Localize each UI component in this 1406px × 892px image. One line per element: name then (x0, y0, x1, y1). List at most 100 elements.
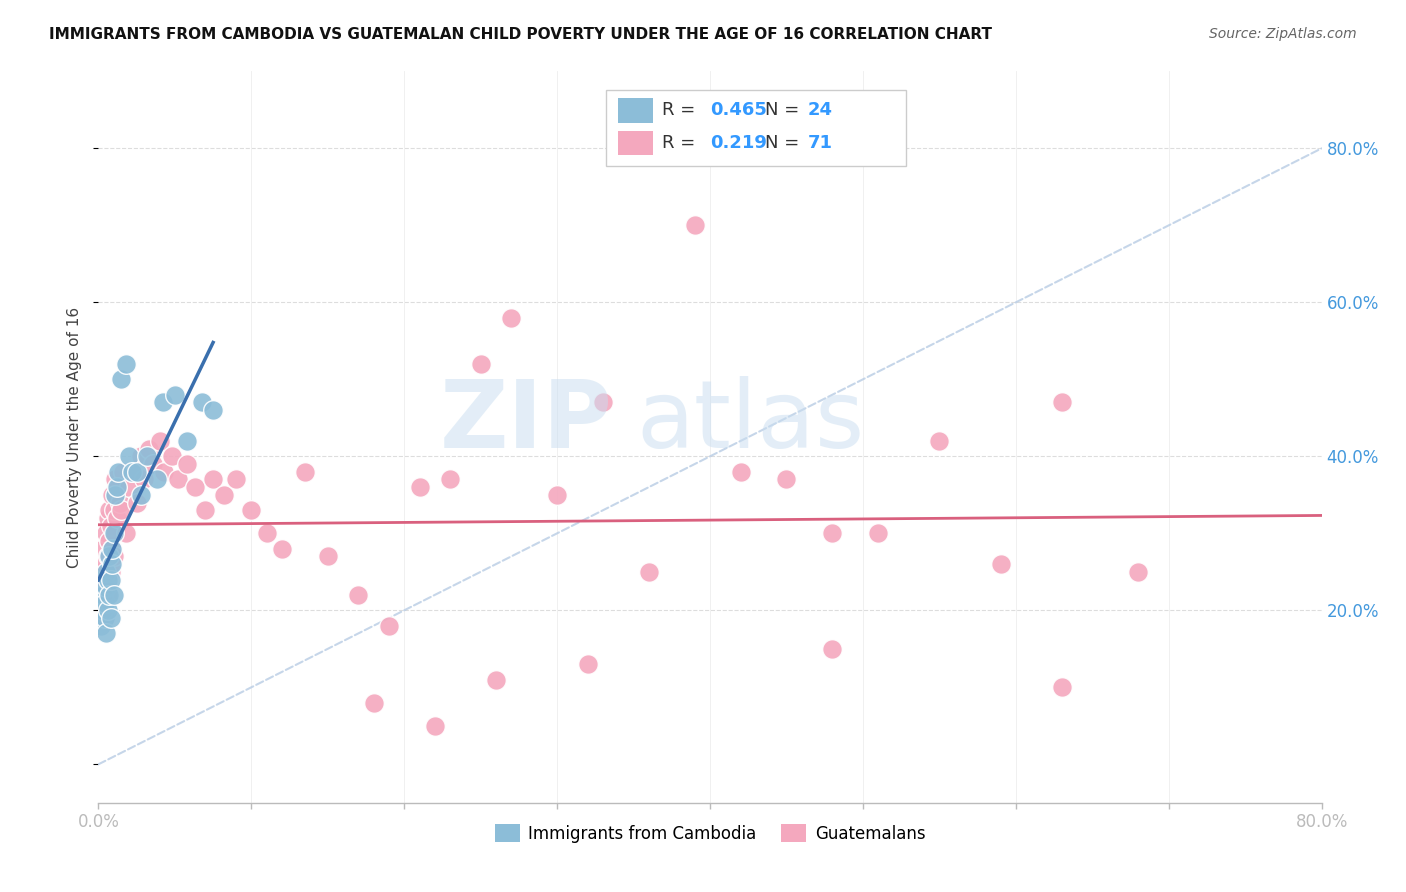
Point (91, 603, 114, 617)
Point (149, 434, 172, 448)
Point (110, 372, 132, 386)
Point (378, 618, 401, 632)
Point (98, 588, 121, 602)
Point (93, 596, 115, 610)
Point (97, 603, 120, 617)
Point (104, 488, 127, 502)
Point (152, 395, 174, 409)
Point (145, 472, 167, 486)
Point (104, 526, 127, 541)
Y-axis label: Child Poverty Under the Age of 16: Child Poverty Under the Age of 16 (67, 307, 83, 567)
Point (240, 503, 263, 517)
Point (108, 495, 131, 509)
Point (91, 541, 114, 556)
Point (990, 557, 1012, 571)
Point (576, 657, 599, 672)
Point (129, 450, 152, 464)
Point (100, 557, 122, 571)
Point (104, 472, 127, 486)
Point (470, 357, 492, 371)
Point (1128, 565, 1150, 579)
Text: IMMIGRANTS FROM CAMBODIA VS GUATEMALAN CHILD POVERTY UNDER THE AGE OF 16 CORRELA: IMMIGRANTS FROM CAMBODIA VS GUATEMALAN C… (49, 27, 993, 42)
Point (103, 526, 125, 541)
Point (94, 626, 117, 640)
Point (202, 472, 225, 486)
Point (118, 450, 141, 464)
Point (637, 565, 661, 579)
Point (101, 488, 124, 502)
Text: 24: 24 (808, 101, 832, 120)
FancyBboxPatch shape (606, 90, 905, 167)
Point (125, 465, 148, 479)
Point (821, 641, 844, 656)
FancyBboxPatch shape (619, 98, 652, 122)
Point (868, 526, 890, 541)
Point (176, 457, 198, 471)
Point (730, 465, 752, 479)
Point (501, 310, 523, 325)
Text: 0.219: 0.219 (710, 134, 766, 152)
Point (97, 588, 120, 602)
Point (1050, 395, 1073, 409)
Point (115, 357, 138, 371)
Point (93, 557, 115, 571)
Point (121, 465, 143, 479)
Point (101, 541, 124, 556)
Point (176, 434, 198, 448)
Text: R =: R = (662, 101, 696, 120)
Point (101, 557, 124, 571)
Point (94, 580, 117, 594)
Point (194, 503, 217, 517)
Point (93, 603, 115, 617)
Point (105, 511, 128, 525)
Point (97, 549, 120, 564)
Point (101, 541, 124, 556)
Point (103, 588, 125, 602)
Point (107, 465, 129, 479)
Point (408, 480, 430, 494)
Point (347, 588, 370, 602)
Point (439, 472, 461, 486)
Point (93, 573, 115, 587)
Point (121, 465, 143, 479)
Point (91, 588, 114, 602)
Point (94, 526, 117, 541)
Point (105, 480, 128, 494)
Point (94, 611, 117, 625)
Point (115, 526, 138, 541)
Point (184, 480, 207, 494)
Point (90, 618, 112, 632)
Text: atlas: atlas (637, 376, 865, 468)
Point (98, 534, 121, 549)
Point (294, 465, 316, 479)
Text: N =: N = (765, 134, 800, 152)
Point (225, 472, 247, 486)
Point (100, 518, 122, 533)
Point (160, 450, 183, 464)
Point (683, 219, 706, 233)
Point (153, 465, 176, 479)
Text: N =: N = (765, 101, 800, 120)
Point (111, 465, 134, 479)
Point (134, 472, 156, 486)
Point (91, 596, 114, 610)
Point (97, 573, 120, 587)
Point (103, 549, 125, 564)
Point (90, 565, 112, 579)
Point (546, 488, 568, 502)
Point (138, 442, 160, 456)
Point (100, 611, 122, 625)
Point (103, 503, 125, 517)
Point (212, 488, 235, 502)
Point (423, 719, 446, 733)
Point (270, 541, 292, 556)
Point (100, 565, 122, 579)
Point (94, 580, 117, 594)
Point (142, 457, 165, 471)
Point (167, 472, 190, 486)
Point (821, 526, 844, 541)
Point (129, 488, 152, 502)
Text: R =: R = (662, 134, 696, 152)
Point (98, 549, 121, 564)
Point (107, 480, 129, 494)
